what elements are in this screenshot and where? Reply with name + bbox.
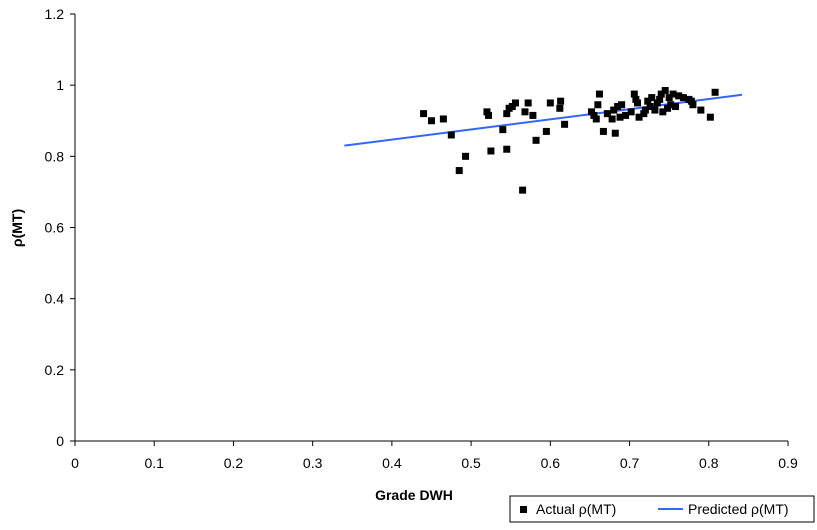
data-point [532,136,540,144]
data-point [641,106,649,114]
data-point [508,103,516,111]
data-point [622,111,630,119]
data-point [485,111,493,119]
legend-label-predicted: Predicted ρ(MT) [688,501,789,517]
x-tick-label: 0.9 [778,455,798,471]
y-tick-label: 0.6 [45,220,65,236]
data-point [595,90,603,98]
legend-marker-actual [520,506,527,513]
tick-labels: 0 0.1 0.2 0.3 0.4 0.5 0.6 0.7 0.8 0.9 0 0.2 0.4 0.6 0.… [45,6,798,471]
x-tick-label: 0.6 [541,455,561,471]
data-point [487,147,495,155]
data-point [592,115,600,123]
x-tick-label: 0.2 [224,455,244,471]
data-point [499,126,507,134]
data-point [656,95,664,103]
data-point [611,129,619,137]
data-point [521,108,529,116]
y-tick-label: 0.2 [45,362,65,378]
data-point [669,90,677,98]
data-point [711,88,719,96]
data-point [675,92,683,100]
data-point [503,110,511,118]
predicted-line [344,93,743,147]
data-point [632,95,640,103]
data-point [455,167,463,175]
data-point [659,108,667,116]
x-tick-label: 0.4 [382,455,402,471]
predicted-series [344,93,743,147]
data-point [646,103,654,111]
data-point [679,94,687,102]
data-point [614,103,622,111]
data-point [651,106,659,114]
data-point [689,101,697,109]
data-point [594,101,602,109]
x-tick-label: 0.1 [144,455,164,471]
data-point [503,145,511,153]
data-point [428,117,435,125]
data-point [630,90,638,98]
x-tick-label: 0 [71,455,79,471]
data-point [462,152,470,160]
data-point [672,103,680,111]
data-point [590,111,598,119]
data-point [687,97,695,105]
data-point [556,104,564,112]
data-point [667,101,675,109]
data-point [447,131,455,139]
data-point [561,120,569,128]
data-point [439,115,447,123]
data-point [627,108,635,116]
data-point [603,110,611,118]
data-point [657,90,665,98]
data-point [557,97,565,105]
data-point [653,99,661,107]
y-tick-label: 0 [56,433,64,449]
axes [70,13,789,446]
data-point [640,110,648,118]
data-point [599,127,607,135]
data-point [610,106,618,114]
data-point [664,104,672,112]
legend-label-actual: Actual ρ(MT) [536,501,616,517]
y-tick-label: 1 [56,77,64,93]
x-axis-title: Grade DWH [375,487,453,503]
data-point [618,101,626,109]
data-point [706,113,714,121]
x-tick-label: 0.5 [461,455,481,471]
data-point [608,115,616,123]
data-point [420,110,428,118]
y-tick-label: 1.2 [45,6,65,22]
data-point [644,97,652,105]
data-point [524,99,532,107]
data-point [635,113,643,121]
legend: Actual ρ(MT) Predicted ρ(MT) [509,495,815,523]
x-tick-label: 0.3 [303,455,323,471]
actual-series [420,87,719,194]
data-point [483,108,491,116]
data-point [519,186,527,194]
data-point [588,108,596,116]
data-point [511,99,519,107]
x-tick-label: 0.7 [620,455,640,471]
data-point [546,99,554,107]
data-point [633,99,641,107]
x-tick-label: 0.8 [699,455,719,471]
y-tick-label: 0.4 [45,291,65,307]
y-axis-title: ρ(MT) [9,209,25,247]
data-point [665,94,673,102]
data-point [542,127,550,135]
data-point [648,94,656,102]
data-point [661,87,669,95]
data-point [697,106,705,114]
data-point [529,111,537,119]
y-tick-label: 0.8 [45,148,65,164]
data-point [616,113,624,121]
